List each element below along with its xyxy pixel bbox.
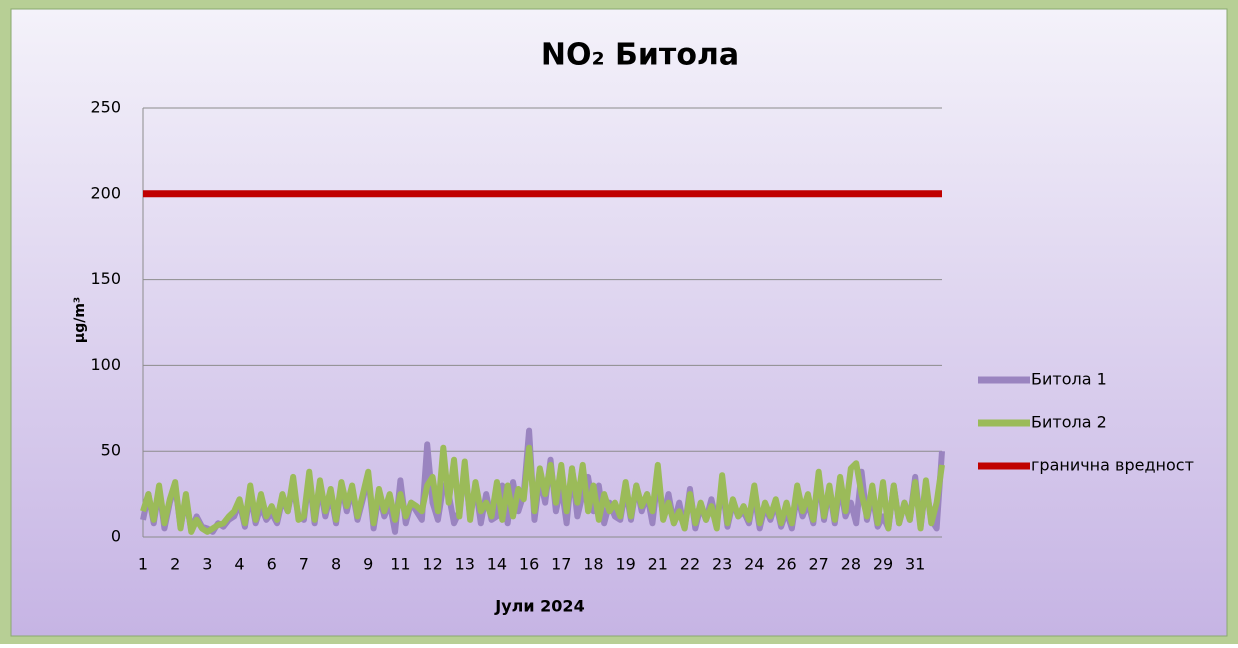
x-tick-label: 14: [487, 555, 507, 574]
panel: [10, 8, 1228, 637]
x-tick-label: 9: [363, 555, 373, 574]
y-tick-label: 150: [90, 269, 121, 288]
x-tick-label: 8: [331, 555, 341, 574]
y-tick-label: 200: [90, 183, 121, 202]
series-line: [140, 444, 945, 535]
x-tick-label: 22: [680, 555, 700, 574]
x-tick-label: 7: [299, 555, 309, 574]
x-tick-label: 18: [583, 555, 603, 574]
x-tick-label: 28: [841, 555, 861, 574]
legend-label: Битола 2: [1031, 413, 1107, 432]
y-tick-label: 0: [111, 527, 121, 546]
x-tick-label: 21: [648, 555, 668, 574]
x-tick-label: 29: [873, 555, 893, 574]
x-tick-label: 13: [455, 555, 475, 574]
x-tick-label: 1: [138, 555, 148, 574]
x-tick-label: 16: [519, 555, 539, 574]
x-tick-label: 12: [422, 555, 442, 574]
x-tick-label: 31: [905, 555, 925, 574]
y-tick-label: 50: [101, 441, 121, 460]
y-axis-title: µg/m³: [72, 297, 88, 343]
x-tick-label: 19: [615, 555, 635, 574]
x-tick-label: 2: [170, 555, 180, 574]
x-tick-label: 3: [202, 555, 212, 574]
y-tick-label: 250: [90, 98, 121, 117]
x-tick-label: 11: [390, 555, 410, 574]
chart-title: NO₂ Битола: [541, 38, 739, 73]
x-tick-label: 17: [551, 555, 571, 574]
x-axis-title: Јули 2024: [494, 597, 584, 616]
x-tick-label: 4: [234, 555, 244, 574]
x-tick-label: 27: [808, 555, 828, 574]
x-tick-label: 26: [776, 555, 796, 574]
x-tick-label: 23: [712, 555, 732, 574]
x-tick-label: 6: [267, 555, 277, 574]
legend-label: Битола 1: [1031, 370, 1107, 389]
x-tick-label: 24: [744, 555, 764, 574]
y-tick-label: 100: [90, 355, 121, 374]
legend-label: гранична вредност: [1031, 456, 1194, 475]
